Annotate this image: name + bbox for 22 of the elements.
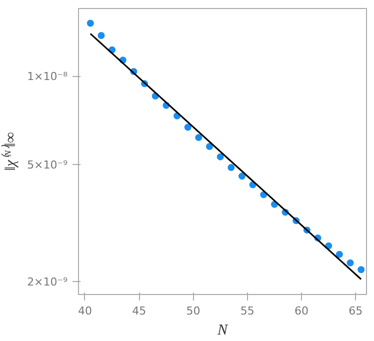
point [358, 266, 365, 274]
x-axis-title: N [216, 322, 228, 338]
point [238, 172, 246, 180]
x-tick-label: 60 [294, 304, 309, 318]
x-tick-label: 45 [132, 304, 146, 318]
x-tick-label: 40 [78, 304, 92, 318]
point [184, 124, 192, 131]
point [346, 259, 354, 266]
point [336, 250, 343, 258]
x-tick-label: 50 [186, 304, 200, 318]
point [206, 142, 214, 150]
y-axis-title: ‖χ⁽ᴺ⁾‖∞ [1, 132, 20, 171]
x-tick-label: 65 [348, 304, 363, 318]
y-tick-label: 1×10⁻⁸ [27, 70, 68, 84]
point [98, 32, 105, 40]
point [86, 20, 94, 27]
y-tick-label: 5×10⁻⁹ [27, 158, 68, 172]
point [216, 153, 224, 160]
x-tick-label: 55 [240, 304, 254, 318]
point [228, 164, 235, 172]
y-tick-label: 2×10⁻⁹ [27, 275, 68, 288]
point [195, 134, 202, 142]
